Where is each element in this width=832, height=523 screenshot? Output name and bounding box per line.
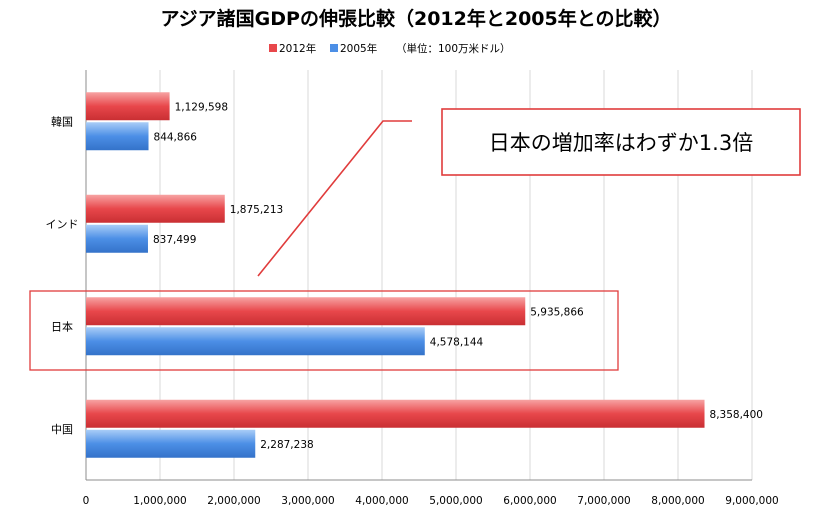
data-label: 4,578,144 bbox=[430, 336, 484, 348]
x-tick-label: 6,000,000 bbox=[503, 495, 556, 507]
data-label: 2,287,238 bbox=[260, 439, 313, 451]
data-label: 844,866 bbox=[154, 131, 198, 143]
bar bbox=[86, 327, 425, 356]
x-tick-label: 9,000,000 bbox=[725, 495, 778, 507]
bar bbox=[86, 122, 149, 151]
category-label: 韓国 bbox=[51, 115, 73, 128]
data-label: 8,358,400 bbox=[710, 409, 763, 421]
data-labels: 1,129,598 844,866 1,875,213 837,499 5,935,86… bbox=[153, 101, 763, 451]
x-tick-label: 4,000,000 bbox=[355, 495, 408, 507]
x-tick-label: 1,000,000 bbox=[133, 495, 186, 507]
x-tick-label: 2,000,000 bbox=[207, 495, 260, 507]
x-tick-label: 8,000,000 bbox=[651, 495, 704, 507]
bar bbox=[86, 399, 705, 428]
legend-swatch-2005 bbox=[330, 44, 338, 52]
category-label: 中国 bbox=[51, 423, 73, 436]
annotation-text: 日本の増加率はわずか1.3倍 bbox=[489, 131, 753, 155]
callout-pointer-line bbox=[257, 120, 412, 277]
category-label: 日本 bbox=[51, 319, 73, 333]
japan-highlight-box bbox=[29, 290, 619, 371]
bar bbox=[86, 224, 148, 253]
legend-label-2005: 2005年 bbox=[340, 42, 377, 55]
x-tick-label: 5,000,000 bbox=[429, 495, 482, 507]
bar bbox=[86, 194, 225, 223]
data-label: 837,499 bbox=[153, 234, 196, 246]
annotation-callout: 日本の増加率はわずか1.3倍 bbox=[441, 108, 801, 176]
data-label: 5,935,866 bbox=[530, 306, 584, 318]
legend-swatch-2012 bbox=[269, 44, 277, 52]
legend: 2012年 2005年 （単位：100万米ドル） bbox=[269, 42, 511, 55]
x-tick-label: 0 bbox=[83, 495, 90, 507]
unit-note: （単位：100万米ドル） bbox=[396, 42, 511, 55]
x-tick-label: 3,000,000 bbox=[281, 495, 334, 507]
annotation-box bbox=[441, 108, 801, 176]
x-tick-labels: 0 1,000,000 2,000,000 3,000,000 4,000,000 5,0… bbox=[83, 495, 779, 507]
data-label: 1,875,213 bbox=[230, 204, 283, 216]
x-tick-label: 7,000,000 bbox=[577, 495, 630, 507]
data-label: 1,129,598 bbox=[175, 101, 228, 113]
bars bbox=[86, 92, 705, 458]
chart-title: アジア諸国GDPの伸張比較（2012年と2005年との比較） bbox=[160, 7, 671, 30]
bar bbox=[86, 92, 170, 121]
bar bbox=[86, 297, 526, 326]
category-label: インド bbox=[46, 218, 79, 231]
bar bbox=[86, 429, 256, 458]
legend-label-2012: 2012年 bbox=[279, 42, 316, 55]
